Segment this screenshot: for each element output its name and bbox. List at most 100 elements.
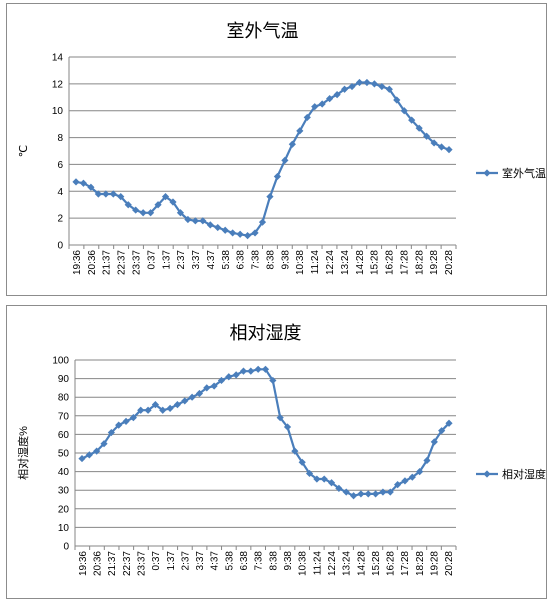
data-point-marker bbox=[236, 230, 244, 238]
data-point-marker bbox=[378, 82, 386, 91]
y-tick-label: 10 bbox=[52, 106, 64, 117]
x-tick-label: 11:24 bbox=[310, 250, 321, 275]
x-tick-label: 23:37 bbox=[131, 250, 142, 275]
x-tick-label: 4:37 bbox=[206, 250, 217, 270]
data-point-marker bbox=[445, 419, 453, 427]
x-tick-label: 3:37 bbox=[191, 250, 202, 270]
data-point-marker bbox=[303, 113, 311, 122]
x-tick-label: 12:24 bbox=[327, 551, 338, 576]
data-point-marker bbox=[154, 201, 162, 209]
x-tick-label: 11:24 bbox=[312, 551, 323, 576]
data-point-marker bbox=[430, 139, 438, 147]
x-tick-label: 17:28 bbox=[400, 551, 411, 576]
data-point-marker bbox=[94, 190, 102, 198]
x-tick-label: 15:28 bbox=[370, 250, 381, 275]
x-tick-label: 21:37 bbox=[107, 551, 118, 576]
legend-marker bbox=[483, 169, 491, 177]
data-point-marker bbox=[342, 488, 350, 496]
data-point-marker bbox=[326, 95, 334, 103]
data-point-marker bbox=[124, 201, 132, 209]
x-tick-label: 15:28 bbox=[371, 551, 382, 576]
data-point-marker bbox=[258, 218, 267, 226]
data-point-marker bbox=[393, 96, 401, 104]
x-tick-label: 13:24 bbox=[342, 551, 353, 576]
data-point-marker bbox=[100, 440, 108, 448]
data-point-marker bbox=[147, 209, 155, 217]
x-tick-label: 19:28 bbox=[429, 250, 440, 275]
data-point-marker bbox=[363, 78, 371, 87]
data-point-marker bbox=[184, 215, 192, 224]
x-tick-label: 7:38 bbox=[251, 250, 262, 270]
chart-title: 相对湿度 bbox=[230, 323, 302, 343]
x-tick-label: 9:38 bbox=[283, 551, 294, 571]
x-tick-label: 9:38 bbox=[280, 250, 291, 270]
data-point-marker bbox=[298, 458, 306, 466]
y-tick-label: 50 bbox=[58, 449, 70, 460]
data-point-marker bbox=[305, 469, 314, 478]
x-tick-label: 19:36 bbox=[72, 250, 83, 275]
data-point-marker bbox=[93, 447, 101, 455]
data-point-marker bbox=[266, 193, 274, 201]
x-tick-label: 10:38 bbox=[295, 250, 306, 275]
x-tick-label: 0:37 bbox=[146, 250, 157, 270]
data-point-marker bbox=[122, 417, 130, 425]
temperature-chart: 室外气温 0 2 4 6 8 10 12 14 ℃ 19:36 20:36 21:37 22:37 23:3… bbox=[18, 21, 546, 275]
y-tick-label: 14 bbox=[52, 53, 64, 64]
y-tick-label: 2 bbox=[57, 214, 63, 225]
data-point-marker bbox=[137, 406, 145, 414]
x-tick-label: 7:38 bbox=[254, 551, 265, 571]
data-point-marker bbox=[349, 492, 358, 500]
x-tick-label: 5:38 bbox=[221, 250, 232, 270]
data-point-marker bbox=[340, 85, 349, 93]
data-point-marker bbox=[254, 365, 262, 373]
y-tick-label: 6 bbox=[57, 160, 63, 171]
data-point-marker bbox=[379, 488, 387, 496]
data-point-marker bbox=[181, 397, 189, 405]
x-tick-label: 1:37 bbox=[161, 250, 172, 270]
x-tick-label: 16:28 bbox=[385, 250, 396, 275]
data-point-marker bbox=[85, 451, 93, 459]
data-point-marker bbox=[166, 404, 174, 412]
data-point-marker bbox=[311, 103, 319, 111]
x-tick-label: 1:37 bbox=[166, 551, 177, 571]
data-point-marker bbox=[318, 100, 326, 108]
x-tick-label: 20:36 bbox=[92, 551, 103, 576]
data-point-marker bbox=[273, 172, 282, 181]
y-tick-label: 0 bbox=[63, 542, 69, 553]
y-tick-label: 10 bbox=[58, 523, 70, 534]
data-point-marker bbox=[169, 198, 177, 206]
x-tick-label: 20:36 bbox=[87, 250, 98, 275]
x-tick-label: 5:38 bbox=[224, 551, 235, 571]
data-point-marker bbox=[357, 490, 365, 498]
data-point-marker bbox=[364, 490, 372, 498]
y-tick-label: 40 bbox=[58, 467, 70, 478]
y-tick-label: 12 bbox=[52, 79, 64, 90]
data-point-marker bbox=[394, 481, 402, 489]
data-point-marker bbox=[102, 190, 110, 198]
data-point-marker bbox=[161, 193, 170, 201]
x-tick-label: 22:37 bbox=[117, 250, 128, 275]
data-point-marker bbox=[229, 229, 237, 237]
series-line bbox=[81, 368, 450, 497]
data-point-marker bbox=[288, 140, 296, 148]
y-tick-label: 80 bbox=[58, 393, 70, 404]
data-point-marker bbox=[385, 85, 393, 93]
data-point-marker bbox=[415, 124, 423, 132]
x-tick-label: 14:28 bbox=[355, 250, 366, 275]
data-point-marker bbox=[225, 373, 233, 381]
x-tick-label: 19:36 bbox=[78, 551, 89, 576]
x-tick-label: 0:37 bbox=[151, 551, 162, 571]
x-tick-label: 3:37 bbox=[195, 551, 206, 571]
data-point-marker bbox=[221, 226, 229, 234]
data-point-marker bbox=[78, 454, 86, 463]
data-point-marker bbox=[132, 206, 140, 214]
y-tick-label: 4 bbox=[57, 187, 63, 198]
data-point-marker bbox=[445, 146, 453, 154]
data-point-marker bbox=[109, 190, 117, 198]
data-point-marker bbox=[232, 371, 240, 379]
data-point-marker bbox=[437, 143, 446, 151]
x-tick-label: 8:38 bbox=[268, 551, 279, 571]
data-point-marker bbox=[139, 209, 147, 217]
data-point-marker bbox=[320, 475, 328, 483]
legend-marker bbox=[483, 470, 491, 478]
